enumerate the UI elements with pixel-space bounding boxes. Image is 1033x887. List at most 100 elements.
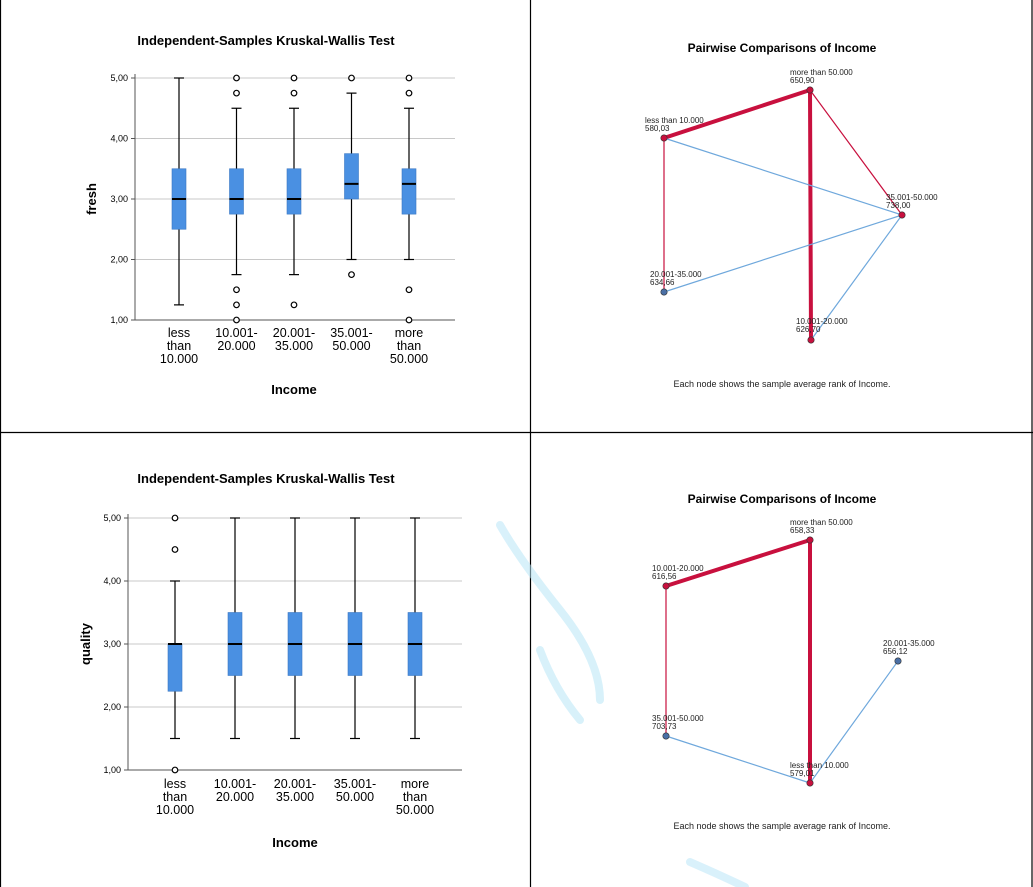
x-tick-label: 50.000: [390, 352, 428, 366]
box-0: [171, 77, 187, 306]
x-tick-label: than: [397, 339, 421, 353]
node-lt10: [806, 779, 814, 787]
node-10to20: [807, 336, 815, 344]
x-tick-label: more: [401, 777, 430, 791]
x-tick-label: 20.001-: [273, 326, 315, 340]
node-rank: 738,00: [886, 201, 911, 210]
x-axis-label: Income: [271, 382, 317, 397]
footnote: Each node shows the sample average rank …: [673, 379, 890, 389]
node-rank: 656,12: [883, 647, 908, 656]
footnote: Each node shows the sample average rank …: [673, 821, 890, 831]
x-tick-label: than: [167, 339, 191, 353]
node-rank: 616,56: [652, 572, 677, 581]
node-20to35: [660, 288, 668, 296]
x-tick-label: less: [168, 326, 190, 340]
box-1: [227, 517, 243, 740]
y-axis-label: quality: [78, 622, 93, 665]
x-tick-label: 50.000: [396, 803, 434, 817]
edge-gt50-10to20: [808, 88, 813, 342]
edge-lt10-20to35: [809, 660, 899, 784]
outlier-point: [405, 74, 413, 82]
y-tick-label: 5,00: [110, 73, 128, 83]
node-label: more than 50.000: [790, 518, 853, 527]
outlier-point: [171, 766, 179, 774]
node-label: 20.001-35.000: [883, 639, 935, 648]
node-label: 10.001-20.000: [652, 564, 704, 573]
edge-20to35-35to50: [663, 214, 903, 293]
node-label: more than 50.000: [790, 68, 853, 77]
node-label: less than 10.000: [645, 116, 704, 125]
x-tick-label: 20.000: [217, 339, 255, 353]
x-tick-label: 35.001-: [330, 326, 372, 340]
y-tick-label: 4,00: [110, 134, 128, 144]
edge-10to20-35to50: [810, 214, 903, 341]
outlier-point: [348, 74, 355, 82]
x-tick-label: 10.000: [156, 803, 194, 817]
box-3: [347, 517, 363, 740]
box-2: [287, 517, 303, 740]
node-gt50: [806, 536, 814, 544]
outlier-point: [405, 89, 413, 97]
box-0: [167, 514, 183, 774]
outlier-point: [233, 89, 240, 97]
x-tick-label: 10.001-: [215, 326, 257, 340]
edge-35to50-lt10: [665, 735, 811, 784]
y-axis-label: fresh: [84, 183, 99, 215]
y-tick-label: 3,00: [110, 194, 128, 204]
outlier-point: [233, 316, 240, 324]
x-tick-label: 10.000: [160, 352, 198, 366]
x-tick-label: 35.001-: [334, 777, 376, 791]
box-iqr: [229, 168, 244, 215]
x-tick-label: 35.000: [275, 339, 313, 353]
node-35to50: [898, 211, 906, 219]
box-iqr: [286, 168, 302, 215]
chart-title: Pairwise Comparisons of Income: [688, 41, 877, 55]
node-rank: 650,90: [790, 76, 815, 85]
outlier-point: [405, 316, 413, 324]
y-tick-label: 2,00: [103, 702, 121, 712]
x-tick-label: 20.000: [216, 790, 254, 804]
node-label: 35.001-50.000: [652, 714, 704, 723]
x-tick-label: less: [164, 777, 186, 791]
outlier-point: [290, 301, 298, 309]
node-gt50: [806, 86, 814, 94]
outlier-point: [171, 546, 179, 553]
y-tick-label: 4,00: [103, 576, 121, 586]
node-rank: 634,66: [650, 278, 675, 287]
node-label: less than 10.000: [790, 761, 849, 770]
node-rank: 579,01: [790, 769, 815, 778]
box-iqr: [167, 643, 183, 692]
outlier-point: [233, 74, 240, 82]
node-label: 20.001-35.000: [650, 270, 702, 279]
x-tick-label: 10.001-: [214, 777, 256, 791]
box-2: [286, 74, 302, 309]
box-iqr: [344, 153, 359, 200]
edge-gt50-35to50: [809, 89, 903, 216]
outlier-point: [405, 286, 413, 294]
y-tick-label: 1,00: [103, 765, 121, 775]
outlier-point: [290, 89, 298, 97]
box-iqr: [401, 168, 417, 215]
y-tick-label: 3,00: [103, 639, 121, 649]
y-tick-label: 2,00: [110, 255, 128, 265]
node-35to50: [662, 732, 670, 740]
x-tick-label: 50.000: [332, 339, 370, 353]
boxplot-quality-panel: Independent-Samples Kruskal-Wallis Test 1…: [78, 471, 462, 850]
outlier-point: [290, 74, 298, 82]
outlier-point: [233, 286, 240, 294]
pairwise-network-fresh-panel: Pairwise Comparisons of Income less than …: [645, 41, 938, 389]
x-tick-label: more: [395, 326, 424, 340]
box-4: [401, 74, 417, 324]
x-tick-label: 50.000: [336, 790, 374, 804]
x-tick-label: than: [403, 790, 427, 804]
y-tick-label: 1,00: [110, 315, 128, 325]
node-lt10: [660, 134, 668, 142]
box-1: [229, 74, 244, 324]
chart-title: Independent-Samples Kruskal-Wallis Test: [137, 33, 395, 48]
y-tick-label: 5,00: [103, 513, 121, 523]
node-10to20: [662, 582, 670, 590]
node-rank: 580,03: [645, 124, 670, 133]
node-rank: 658,33: [790, 526, 815, 535]
